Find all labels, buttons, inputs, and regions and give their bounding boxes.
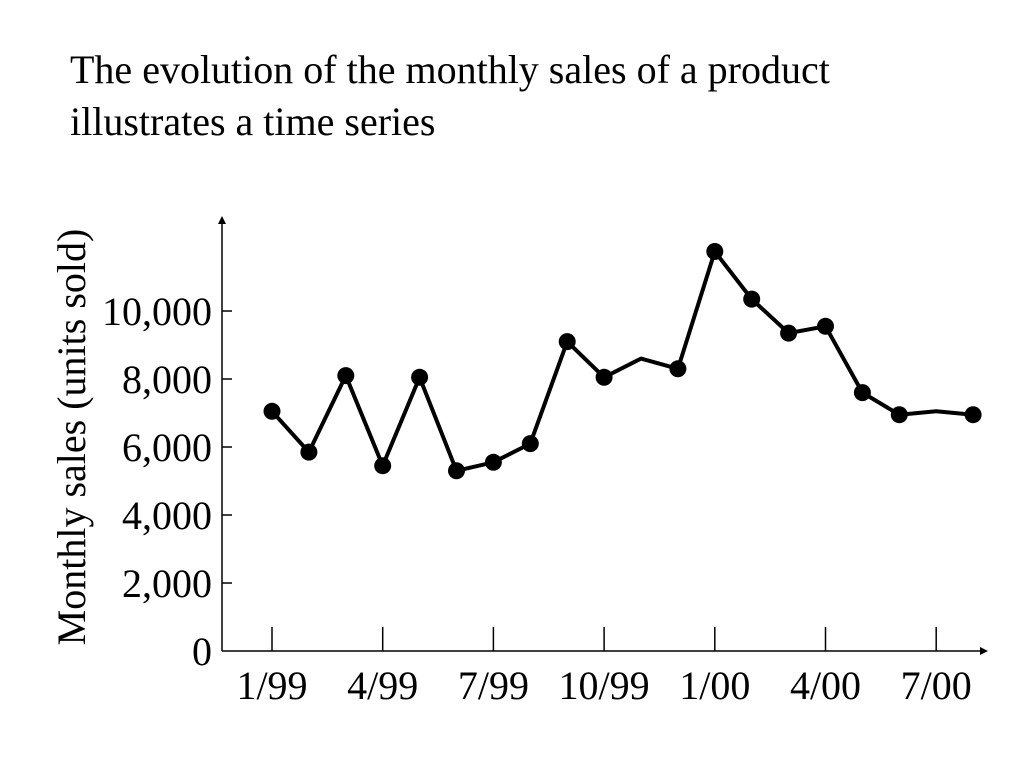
data-point — [890, 406, 908, 424]
slide-title-line-2: illustrates a time series — [70, 99, 436, 144]
x-tick-label: 10/99 — [559, 663, 650, 708]
data-point — [337, 367, 355, 385]
chart-ticks: 0 2,000 4,000 6,000 8,000 10,000 1/99 4/99 7/99 1… — [102, 289, 972, 708]
y-axis-arrow — [218, 216, 226, 224]
series-line — [270, 249, 974, 473]
data-point — [853, 384, 871, 402]
data-point — [706, 243, 724, 260]
x-tick-label: 7/00 — [901, 663, 972, 708]
y-tick-label: 0 — [192, 629, 212, 674]
chart-series — [263, 243, 982, 480]
data-point — [300, 443, 318, 461]
data-point — [484, 453, 502, 471]
x-tick-label: 1/00 — [679, 663, 750, 708]
data-point — [817, 317, 834, 335]
y-tick-label: 6,000 — [122, 425, 212, 470]
data-point — [411, 368, 429, 386]
data-point — [595, 368, 613, 386]
y-axis-label: Monthly sales (units sold) — [49, 229, 94, 646]
y-tick-label: 10,000 — [102, 289, 212, 334]
chart-axes — [218, 216, 988, 655]
x-tick-label: 7/99 — [458, 663, 529, 708]
data-point — [448, 462, 465, 480]
x-tick-label: 1/99 — [236, 663, 307, 708]
x-tick-label: 4/00 — [790, 663, 861, 708]
y-tick-label: 2,000 — [122, 561, 212, 606]
data-point — [669, 360, 687, 378]
data-point — [374, 457, 392, 475]
slide-title-line-1: The evolution of the monthly sales of a … — [70, 47, 830, 92]
slide-title: The evolution of the monthly sales of a … — [70, 44, 970, 148]
x-axis-arrow — [980, 647, 988, 655]
x-tick-label: 4/99 — [347, 663, 418, 708]
data-point — [743, 290, 761, 308]
y-tick-label: 8,000 — [122, 357, 212, 402]
data-point — [780, 324, 798, 342]
data-point — [964, 406, 982, 424]
y-tick-label: 4,000 — [122, 493, 212, 538]
data-point — [521, 435, 539, 453]
data-point — [558, 333, 576, 351]
data-point — [263, 402, 281, 420]
